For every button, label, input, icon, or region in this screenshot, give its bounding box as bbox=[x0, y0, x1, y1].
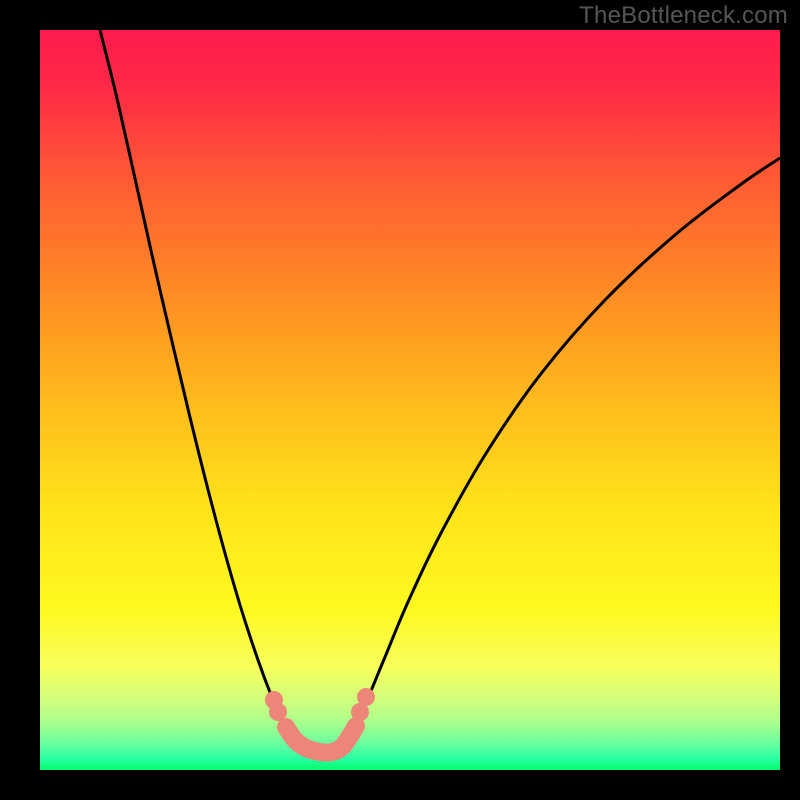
bottleneck-chart bbox=[0, 0, 800, 800]
valley-accent-dot bbox=[269, 703, 287, 721]
chart-frame: TheBottleneck.com bbox=[0, 0, 800, 800]
valley-accent-dot bbox=[357, 688, 375, 706]
watermark-text: TheBottleneck.com bbox=[579, 2, 788, 30]
plot-background bbox=[40, 30, 780, 770]
